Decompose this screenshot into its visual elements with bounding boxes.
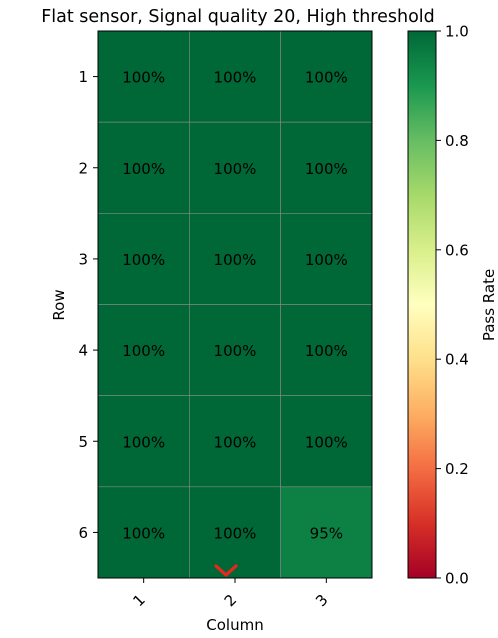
x-tick-label: 3 <box>312 591 331 610</box>
cell-label: 100% <box>122 433 165 451</box>
x-tick-label: 2 <box>221 591 240 610</box>
heatmap-cell <box>189 486 281 579</box>
cell-label: 95% <box>310 524 343 542</box>
cell-label: 100% <box>214 251 257 269</box>
y-tick-label: 5 <box>78 433 88 451</box>
chart-title: Flat sensor, Signal quality 20, High thr… <box>41 7 435 27</box>
cell-label: 100% <box>305 342 348 360</box>
heatmap-cell-labels: 100% 100% 100% 100% 100% 100% 100% 100% 100% 100%… <box>122 69 348 543</box>
heatmap-cell <box>189 121 281 214</box>
y-tick-label: 4 <box>78 342 88 360</box>
colorbar-ticks: 0.0 0.2 0.4 0.6 0.8 1.0 <box>436 23 469 588</box>
cell-label: 100% <box>214 433 257 451</box>
y-tick-label: 1 <box>78 68 88 86</box>
cell-label: 100% <box>305 160 348 178</box>
cell-label: 100% <box>122 524 165 542</box>
heatmap-cell <box>97 121 190 214</box>
colorbar-tick-label: 0.6 <box>445 241 469 259</box>
x-tick-label: 1 <box>129 591 148 610</box>
y-tick-label: 3 <box>78 250 88 268</box>
heatmap-cell <box>280 304 373 396</box>
heatmap-cell <box>97 395 190 488</box>
colorbar-label: Pass Rate <box>480 269 498 341</box>
colorbar-tick-label: 0.8 <box>445 132 469 150</box>
cell-label: 100% <box>214 342 257 360</box>
cell-label: 100% <box>122 160 165 178</box>
y-tick-label: 6 <box>78 524 88 542</box>
cell-label: 100% <box>305 251 348 269</box>
colorbar-tick-label: 0.4 <box>445 351 469 369</box>
y-tick-label: 2 <box>78 159 88 177</box>
chevron-marker <box>214 564 238 577</box>
cell-label: 100% <box>214 160 257 178</box>
cell-label: 100% <box>214 524 257 542</box>
heatmap-cell <box>97 30 190 123</box>
colorbar-tick-label: 0.0 <box>445 570 469 588</box>
heatmap-cell <box>280 121 373 214</box>
heatmap-cell <box>189 213 281 305</box>
heatmap-cell <box>97 304 190 396</box>
cell-label: 100% <box>305 433 348 451</box>
colorbar: 0.0 0.2 0.4 0.6 0.8 1.0 Pass Rate <box>407 23 498 588</box>
colorbar-gradient <box>407 30 437 579</box>
heatmap-cell <box>280 395 373 488</box>
heatmap-cell <box>280 486 373 579</box>
cell-label: 100% <box>214 69 257 87</box>
y-axis-label: Row <box>50 289 68 320</box>
colorbar-tick-label: 1.0 <box>445 23 469 41</box>
heatmap-cell <box>97 213 190 305</box>
colorbar-tick-label: 0.2 <box>445 460 469 478</box>
y-axis-ticks: 1 2 3 4 5 6 <box>78 68 98 542</box>
x-axis-ticks: 1 2 3 <box>129 578 332 610</box>
heatmap-cell <box>189 30 281 123</box>
heatmap-cells <box>97 30 373 579</box>
heatmap-cell <box>189 395 281 488</box>
cell-label: 100% <box>305 69 348 87</box>
x-axis-label: Column <box>206 616 263 634</box>
cell-label: 100% <box>122 342 165 360</box>
cell-label: 100% <box>122 251 165 269</box>
cell-label: 100% <box>122 69 165 87</box>
